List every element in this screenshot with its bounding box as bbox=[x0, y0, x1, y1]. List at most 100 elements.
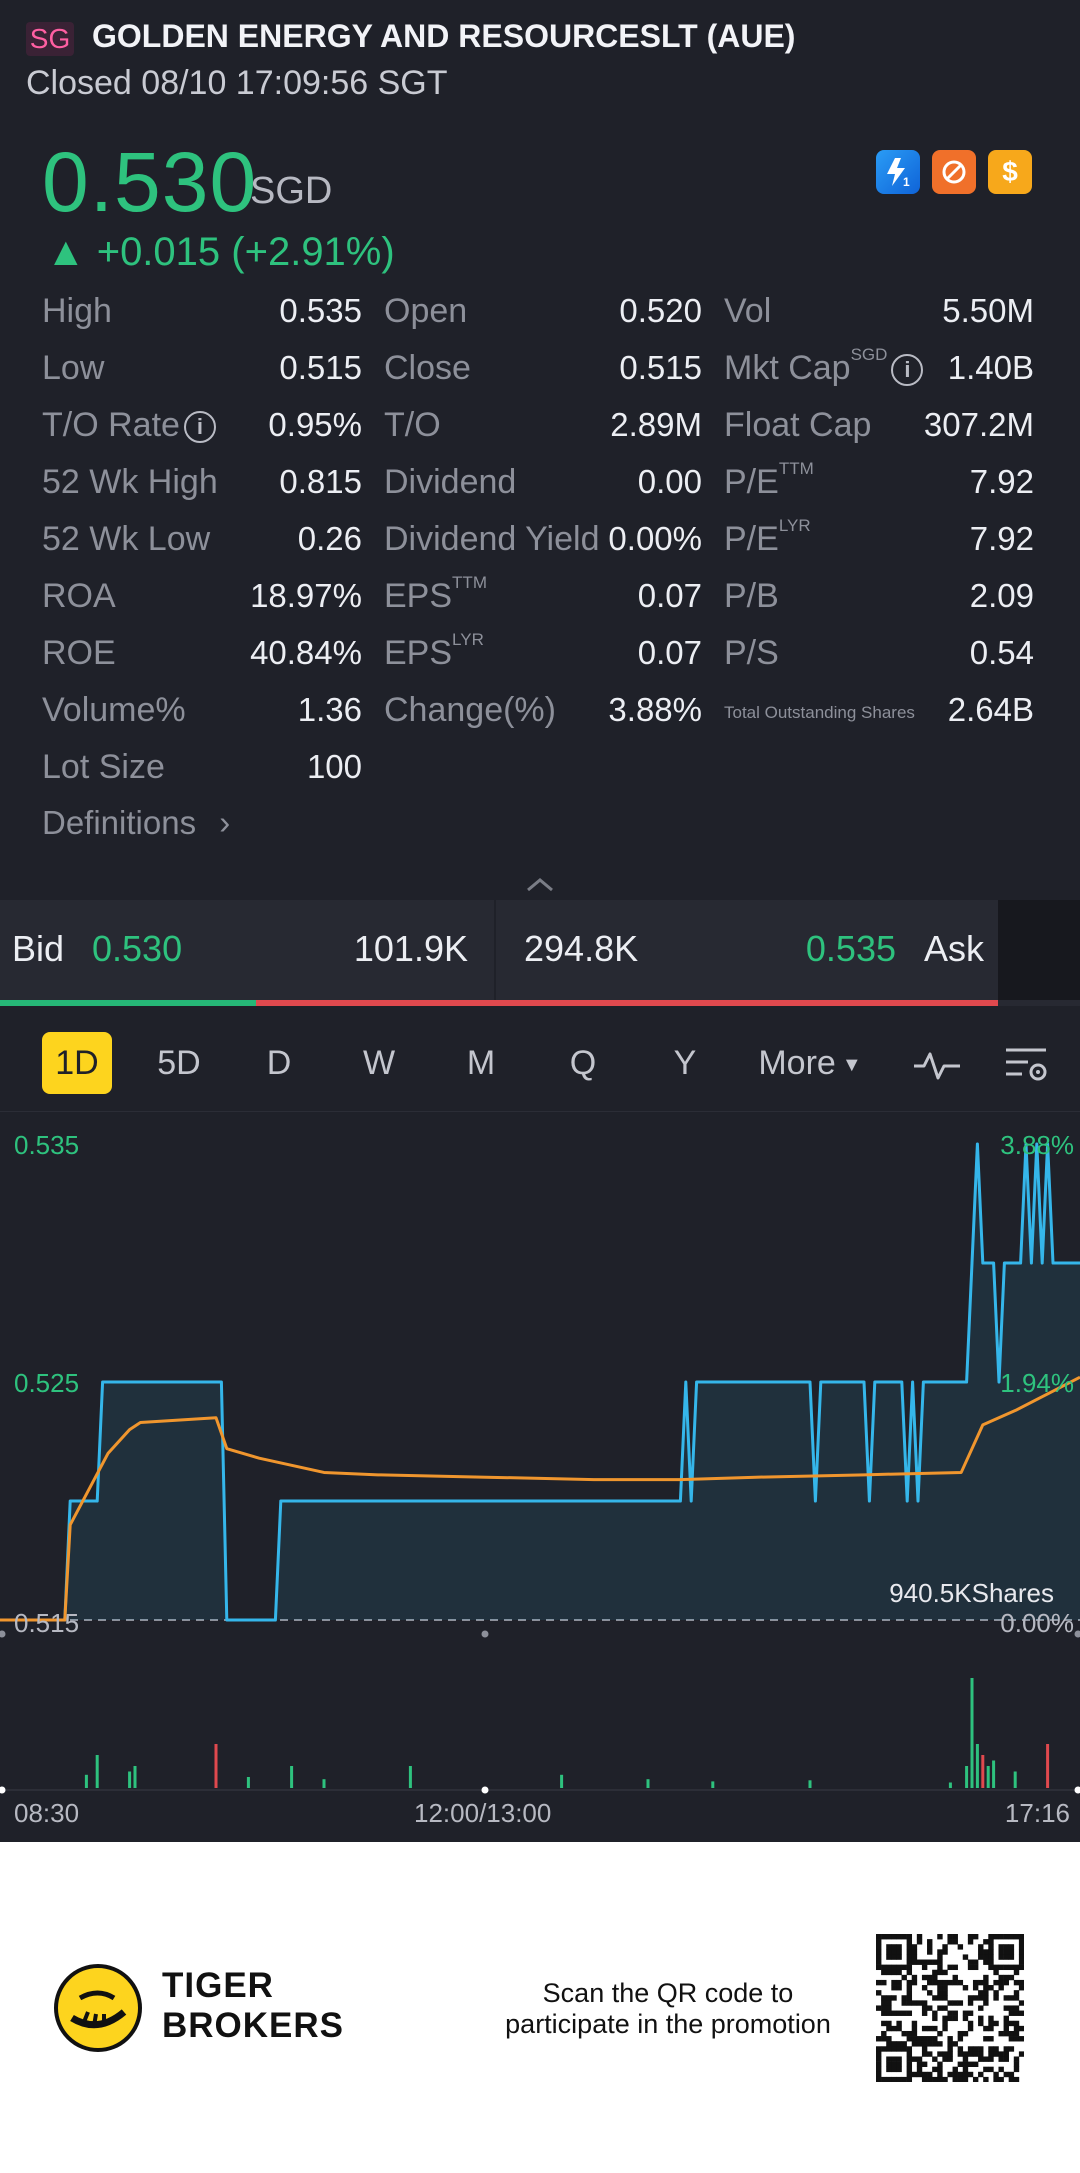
bid-label: Bid bbox=[12, 928, 65, 969]
qr-module bbox=[886, 2025, 892, 2032]
qr-module bbox=[1013, 1964, 1020, 1971]
qr-module bbox=[972, 1995, 979, 2001]
qr-module bbox=[911, 1974, 918, 1981]
qr-module bbox=[988, 2015, 994, 2022]
qr-module bbox=[983, 2000, 989, 2006]
stat-label-open: Open bbox=[384, 292, 468, 330]
qr-module bbox=[952, 2015, 958, 2022]
qr-module bbox=[911, 2025, 918, 2032]
qr-module bbox=[998, 1964, 1004, 1971]
qr-module bbox=[1003, 2020, 1009, 2027]
qr-module bbox=[993, 1964, 999, 1971]
qr-module bbox=[937, 2030, 943, 2037]
qr-module bbox=[983, 2066, 989, 2073]
qr-module bbox=[896, 2056, 902, 2062]
qr-module bbox=[896, 1979, 902, 1986]
stat-label-ps: P/S bbox=[724, 634, 779, 672]
qr-module bbox=[881, 2000, 887, 2006]
qr-module bbox=[876, 1949, 882, 1955]
qr-module bbox=[1013, 1979, 1020, 1986]
dollar-icon[interactable]: $ bbox=[988, 150, 1032, 194]
qr-module bbox=[906, 1964, 913, 1971]
qr-module bbox=[978, 2056, 984, 2062]
qr-module bbox=[983, 1985, 989, 1991]
stat-label-eps-ttm: EPSTTM bbox=[384, 573, 487, 616]
stat-sup-sgd: SGD bbox=[850, 345, 888, 364]
qr-module bbox=[906, 2010, 913, 2016]
stat-label-52wk-high: 52 Wk High bbox=[42, 463, 218, 501]
bid-ask-side-block bbox=[998, 900, 1080, 1000]
qr-module bbox=[932, 1995, 938, 2001]
qr-module bbox=[916, 2036, 923, 2042]
qr-module bbox=[998, 1949, 1004, 1955]
intraday-chart[interactable]: 0.535 0.525 0.515 3.88% 1.94% 0.00% 940.… bbox=[0, 1112, 1080, 1842]
definitions-link[interactable]: Definitions › bbox=[42, 804, 230, 842]
qr-module bbox=[891, 1944, 897, 1950]
bid-side[interactable]: Bid 0.530 101.9K bbox=[0, 900, 494, 1000]
qr-module bbox=[906, 2076, 913, 2083]
qr-module bbox=[1018, 1985, 1025, 1991]
tab-w[interactable]: W bbox=[362, 1044, 396, 1082]
refresh-orange-icon[interactable] bbox=[932, 150, 976, 194]
qr-module bbox=[876, 1979, 882, 1986]
qr-module bbox=[906, 2061, 913, 2067]
volume-bar bbox=[808, 1780, 812, 1788]
qr-module bbox=[901, 1974, 907, 1981]
avg-price-line bbox=[0, 1375, 1080, 1622]
tab-q[interactable]: Q bbox=[569, 1044, 597, 1082]
qr-module bbox=[998, 1985, 1004, 1991]
qr-module bbox=[983, 1990, 989, 1996]
tab-5d[interactable]: 5D bbox=[157, 1044, 201, 1082]
qr-module bbox=[952, 1979, 958, 1986]
qr-module bbox=[1008, 1954, 1015, 1960]
qr-module bbox=[1013, 2025, 1020, 2032]
chart-settings-icon[interactable] bbox=[1002, 1044, 1052, 1086]
qr-module bbox=[916, 1939, 923, 1945]
qr-module bbox=[891, 1969, 897, 1976]
chevron-up-icon[interactable] bbox=[522, 870, 558, 894]
qr-module bbox=[876, 2071, 882, 2078]
info-icon[interactable]: i bbox=[183, 411, 216, 444]
stat-value-ps: 0.54 bbox=[969, 634, 1034, 671]
qr-module bbox=[972, 1959, 979, 1965]
qr-module bbox=[1008, 1944, 1015, 1950]
x-tick-open: 08:30 bbox=[14, 1798, 80, 1828]
qr-module bbox=[891, 2046, 897, 2052]
ask-side[interactable]: 294.8K 0.535 Ask bbox=[496, 900, 998, 1000]
tab-m[interactable]: M bbox=[466, 1044, 496, 1082]
volume-bar bbox=[133, 1766, 137, 1788]
qr-module bbox=[927, 2051, 933, 2057]
qr-module bbox=[993, 2071, 999, 2078]
qr-module bbox=[947, 2051, 953, 2057]
stat-value-to: 2.89M bbox=[610, 406, 702, 443]
qr-module bbox=[906, 2036, 913, 2042]
tab-1d[interactable]: 1D bbox=[42, 1032, 112, 1094]
stat-value-to-rate: 0.95% bbox=[268, 406, 362, 443]
qr-module bbox=[988, 1939, 994, 1945]
qr-module bbox=[906, 2071, 913, 2078]
qr-module bbox=[967, 2051, 974, 2057]
qr-module bbox=[983, 2076, 989, 2083]
lightning-level1-icon[interactable]: 1 bbox=[876, 150, 920, 194]
tab-y[interactable]: Y bbox=[673, 1044, 697, 1082]
qr-module bbox=[972, 1985, 979, 1991]
qr-module bbox=[886, 1969, 892, 1976]
qr-module bbox=[1018, 2051, 1025, 2057]
stat-label-to-rate-text: T/O Rate bbox=[42, 406, 180, 444]
info-icon[interactable]: i bbox=[891, 354, 924, 387]
qr-module bbox=[1003, 1934, 1009, 1940]
qr-module bbox=[1013, 2061, 1020, 2067]
stat-label-float-cap: Float Cap bbox=[724, 406, 872, 444]
qr-module bbox=[972, 2051, 979, 2057]
qr-module bbox=[1003, 2051, 1009, 2057]
tab-d[interactable]: D bbox=[266, 1044, 292, 1082]
qr-module bbox=[952, 1964, 958, 1971]
tab-more[interactable]: More ▼ bbox=[752, 1032, 868, 1094]
qr-module bbox=[967, 1939, 974, 1945]
qr-module bbox=[947, 1979, 953, 1986]
indicator-icon[interactable] bbox=[912, 1044, 962, 1086]
qr-module bbox=[921, 2010, 928, 2016]
qr-module bbox=[942, 2076, 948, 2083]
qr-module bbox=[952, 2076, 958, 2083]
volume-bar bbox=[290, 1766, 294, 1788]
